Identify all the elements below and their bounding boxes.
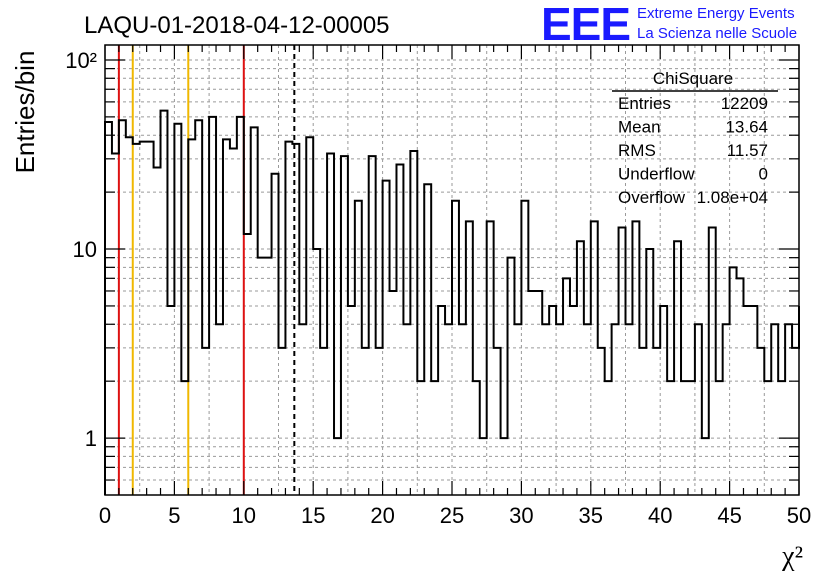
stats-box-title: ChiSquare [653, 69, 733, 88]
histogram-outline [104, 109, 800, 495]
stats-row-label: Overflow [618, 188, 686, 207]
eee-logo-line1: Extreme Energy Events [637, 5, 795, 22]
stats-row-label: Mean [618, 118, 661, 137]
stats-row-value: 1.08e+04 [697, 188, 768, 207]
chart-title: LAQU-01-2018-04-12-00005 [84, 12, 390, 39]
axes [104, 44, 800, 496]
x-tick-label: 45 [717, 503, 741, 528]
x-tick-labels: 0 5 10 15 20 25 30 35 40 45 50 [99, 503, 811, 528]
x-tick-label: 0 [99, 503, 111, 528]
x-tick-label: 15 [301, 503, 325, 528]
stats-box: ChiSquare Entries 12209 Mean 13.64 RMS 11.57 U… [612, 69, 778, 207]
x-tick-label: 40 [648, 503, 672, 528]
stats-row-label: Underflow [618, 165, 695, 184]
stats-box-rows: Entries 12209 Mean 13.64 RMS 11.57 Underflow 0 O… [618, 94, 768, 207]
stats-row-value: 12209 [721, 94, 768, 113]
y-tick-label: 1 [85, 426, 97, 451]
x-tick-label: 30 [509, 503, 533, 528]
x-axis-label: χ² [781, 541, 803, 572]
x-tick-label: 25 [440, 503, 464, 528]
x-tick-label: 5 [168, 503, 180, 528]
eee-logo-mark: EEE [541, 0, 630, 50]
eee-logo: EEE Extreme Energy Events La Scienza nel… [541, 0, 797, 50]
y-axis-label: Entries/bin [10, 51, 40, 174]
x-tick-label: 20 [370, 503, 394, 528]
y-tick-label: 10 [73, 237, 97, 262]
x-tick-label: 35 [579, 503, 603, 528]
stats-row-value: 11.57 [727, 141, 768, 160]
stats-row-label: Entries [618, 94, 671, 113]
x-tick-label: 10 [232, 503, 256, 528]
y-tick-labels: 1 10 10² [65, 48, 97, 451]
eee-logo-line2: La Scienza nelle Scuole [637, 25, 797, 42]
y-tick-label: 10² [65, 48, 97, 73]
x-tick-label: 50 [787, 503, 811, 528]
stats-row-value: 0 [759, 165, 768, 184]
stats-row-label: RMS [618, 141, 656, 160]
reference-lines [117, 45, 296, 495]
stats-row-value: 13.64 [725, 118, 768, 137]
